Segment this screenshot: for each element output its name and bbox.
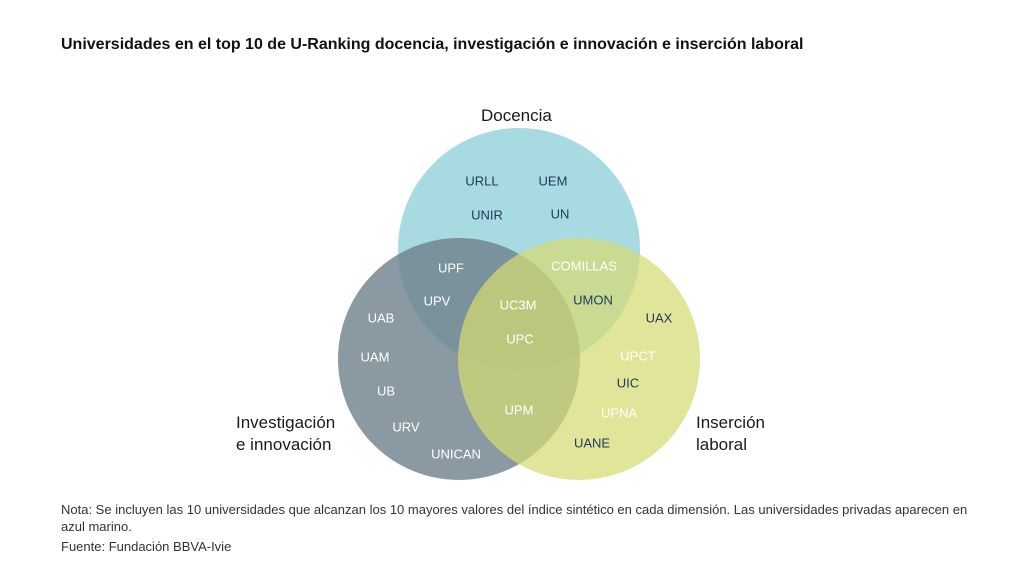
university-label-upc: UPC <box>506 331 533 346</box>
investigacion-label: Investigación e innovación <box>236 412 335 456</box>
university-label-urll: URLL <box>465 173 498 188</box>
chart-title: Universidades en el top 10 de U-Ranking … <box>61 36 804 53</box>
university-label-uc3m: UC3M <box>500 297 537 312</box>
university-label-unir: UNIR <box>471 207 503 222</box>
insercion-label: Inserción laboral <box>696 412 765 456</box>
university-label-urv: URV <box>392 419 420 434</box>
source-text: Fuente: Fundación BBVA-Ivie <box>61 539 232 554</box>
university-label-comillas: COMILLAS <box>551 258 617 273</box>
university-label-uem: UEM <box>539 173 568 188</box>
insercion-label-line2: laboral <box>696 435 748 454</box>
university-label-uam: UAM <box>361 349 390 364</box>
university-label-umon: UMON <box>573 292 613 307</box>
university-label-upna: UPNA <box>601 405 637 420</box>
university-label-uab: UAB <box>368 310 395 325</box>
university-label-uax: UAX <box>646 310 673 325</box>
investigacion-label-line1: Investigación <box>236 413 336 432</box>
university-label-ub: UB <box>377 383 395 398</box>
university-label-uane: UANE <box>574 435 610 450</box>
university-label-upct: UPCT <box>620 348 655 363</box>
docencia-label: Docencia <box>481 106 552 125</box>
insercion-circle <box>458 238 700 480</box>
investigacion-label-line2: e innovación <box>236 435 332 454</box>
university-label-unican: UNICAN <box>431 446 481 461</box>
university-label-upf: UPF <box>438 260 464 275</box>
note-text: Nota: Se incluyen las 10 universidades q… <box>61 502 968 534</box>
university-label-upm: UPM <box>505 402 534 417</box>
insercion-label-line1: Inserción <box>696 413 765 432</box>
university-labels: URLL UEM UNIR UN UPF UPV COMILLAS UMON UC3M UPC UA… <box>361 173 673 461</box>
university-label-uic: UIC <box>617 375 639 390</box>
university-label-un: UN <box>551 206 570 221</box>
university-label-upv: UPV <box>424 293 451 308</box>
